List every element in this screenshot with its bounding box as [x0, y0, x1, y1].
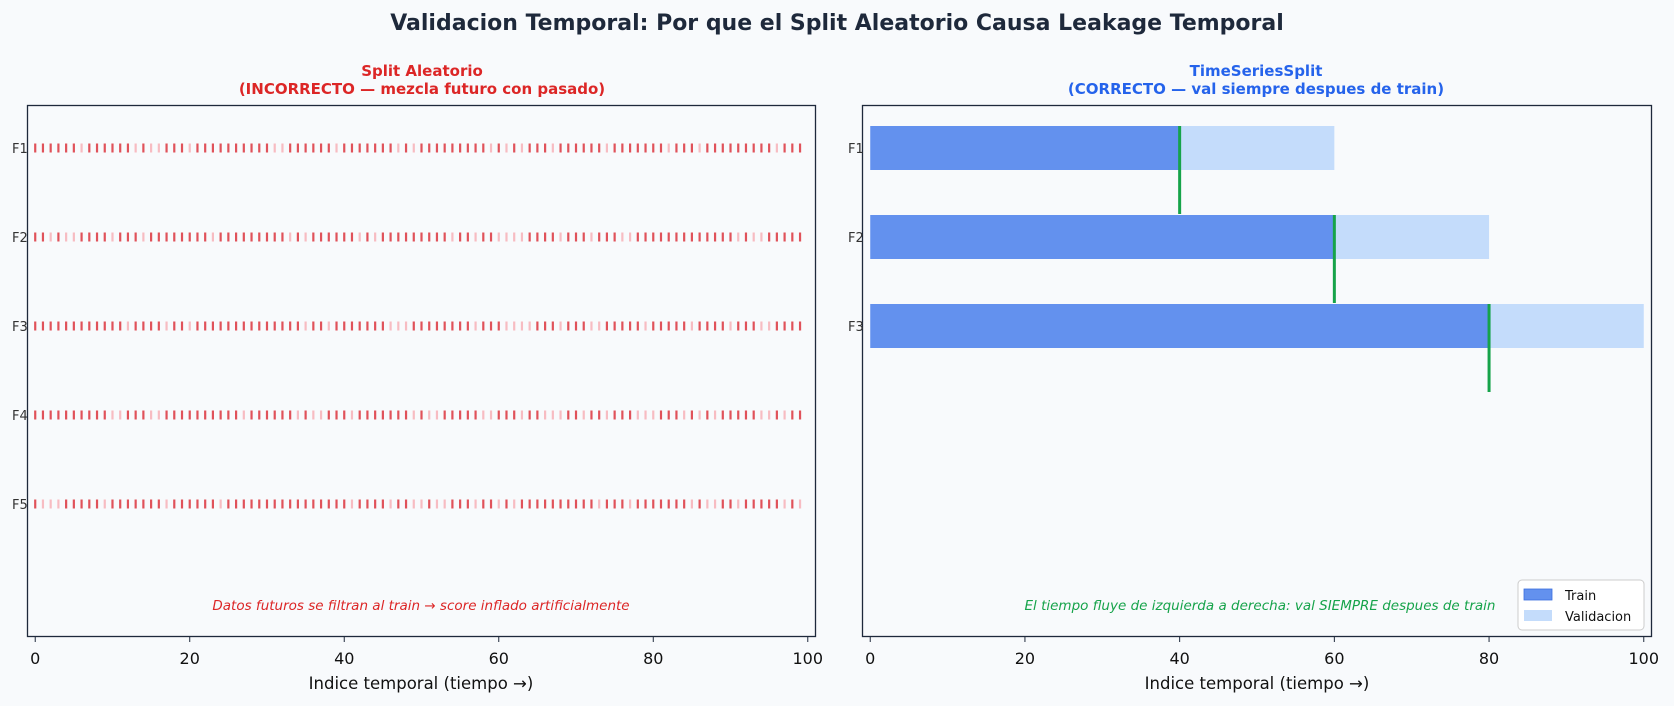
x-tick-label: 20	[180, 649, 200, 668]
right-chart: TimeSeriesSplit (CORRECTO — val siempre …	[848, 62, 1659, 693]
left-chart-subtitle: (INCORRECTO — mezcla futuro con pasado)	[239, 80, 605, 98]
validation-bar	[1179, 126, 1335, 170]
validation-bar	[1489, 304, 1644, 348]
left-plot-area	[26, 104, 817, 638]
fold-label: F5	[12, 498, 28, 513]
fold-label: F1	[848, 142, 864, 157]
left-x-label: Indice temporal (tiempo →)	[309, 674, 534, 693]
right-annotation: El tiempo fluye de izquierda a derecha: …	[1025, 598, 1496, 614]
left-fold-labels: F1 F2 F3 F4 F5	[12, 142, 28, 513]
right-x-label: Indice temporal (tiempo →)	[1145, 674, 1370, 693]
legend: Train Validacion	[1517, 579, 1645, 631]
validation-bar	[1334, 215, 1490, 259]
fold-label: F4	[12, 409, 28, 424]
fold-label: F3	[848, 320, 864, 335]
x-tick-label: 40	[1169, 649, 1189, 668]
legend-swatch-train	[1523, 588, 1553, 601]
x-tick-label: 0	[30, 649, 40, 668]
right-boundary-lines	[1178, 126, 1491, 392]
right-chart-subtitle: (CORRECTO — val siempre despues de train…	[1068, 80, 1444, 98]
train-bar	[870, 304, 1490, 348]
x-tick-label: 100	[793, 649, 824, 668]
x-tick-label: 80	[643, 649, 663, 668]
x-tick-label: 40	[334, 649, 354, 668]
right-plot-area	[861, 104, 1653, 638]
x-tick-label: 100	[1628, 649, 1659, 668]
figure-title: Validacion Temporal: Por que el Split Al…	[390, 11, 1284, 36]
left-x-axis: 0 20 40 60 80 100	[30, 636, 824, 668]
fold-label: F3	[12, 320, 28, 335]
right-fold-bars	[870, 126, 1644, 348]
legend-label-validation: Validacion	[1565, 610, 1631, 625]
right-chart-title: TimeSeriesSplit	[1190, 62, 1323, 80]
left-fold-marks	[34, 143, 802, 509]
train-bar	[870, 215, 1335, 259]
x-tick-label: 60	[1324, 649, 1344, 668]
x-tick-label: 0	[865, 649, 875, 668]
legend-label-train: Train	[1564, 589, 1596, 604]
fold-label: F1	[12, 142, 28, 157]
right-fold-labels: F1 F2 F3	[848, 142, 864, 335]
right-x-axis: 0 20 40 60 80 100	[865, 636, 1659, 668]
left-chart: Split Aleatorio (INCORRECTO — mezcla fut…	[12, 62, 823, 693]
x-tick-label: 60	[489, 649, 509, 668]
left-annotation: Datos futuros se filtran al train → scor…	[212, 598, 629, 614]
fold-label: F2	[12, 231, 28, 246]
x-tick-label: 20	[1015, 649, 1035, 668]
train-bar	[870, 126, 1180, 170]
legend-swatch-validation	[1524, 610, 1552, 621]
fold-label: F2	[848, 231, 864, 246]
x-tick-label: 80	[1479, 649, 1499, 668]
left-chart-title: Split Aleatorio	[361, 62, 483, 80]
